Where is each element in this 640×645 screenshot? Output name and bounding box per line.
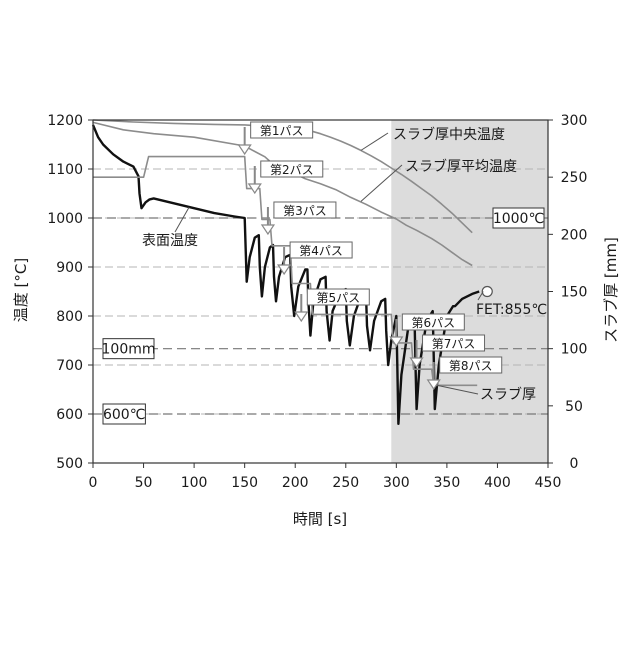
annotation-label: スラブ厚: [480, 386, 536, 403]
y-axis-label-left: 温度 [°C]: [12, 258, 30, 322]
x-tick-label: 300: [383, 475, 410, 491]
y-tick-label: 1200: [47, 113, 83, 129]
x-tick-label: 400: [484, 475, 511, 491]
pass-arrow-head: [239, 145, 251, 154]
y-axis-label-right: スラブ厚 [mm]: [602, 237, 620, 343]
annotation-label: 表面温度: [142, 233, 198, 249]
x-axis-label: 時間 [s]: [293, 510, 347, 528]
y-tick-label: 1000: [47, 211, 83, 227]
pass-arrow-head: [262, 225, 274, 234]
y2-tick-label: 250: [561, 170, 588, 186]
y-tick-label: 500: [56, 456, 83, 472]
y-tick-label: 800: [56, 309, 83, 325]
x-tick-label: 100: [181, 475, 208, 491]
annotation-label: FET:855℃: [476, 302, 547, 318]
pass-label: 第3パス: [283, 204, 327, 218]
x-tick-label: 350: [434, 475, 461, 491]
x-tick-label: 450: [535, 475, 562, 491]
pass-label: 第5パス: [316, 291, 360, 305]
annotation-leader: [361, 133, 388, 150]
y2-tick-label: 50: [565, 399, 583, 415]
annotation-label: スラブ厚中央温度: [393, 126, 505, 143]
y2-tick-label: 150: [561, 285, 588, 301]
x-tick-label: 0: [89, 475, 98, 491]
reference-label: 600℃: [103, 407, 145, 423]
y-tick-label: 600: [56, 407, 83, 423]
y2-tick-label: 200: [561, 227, 588, 243]
y-tick-label: 700: [56, 358, 83, 374]
reference-label: 100mm: [102, 342, 156, 358]
x-tick-label: 150: [231, 475, 258, 491]
pass-label: 第7パス: [432, 337, 476, 351]
pass-label: 第4パス: [299, 244, 343, 258]
pass-label: 第2パス: [270, 163, 314, 177]
pass-label: 第6パス: [411, 316, 455, 330]
x-tick-label: 200: [282, 475, 309, 491]
y2-tick-label: 0: [570, 456, 579, 472]
reference-label: 1000℃: [493, 211, 544, 227]
pass-label: 第1パス: [260, 124, 304, 138]
x-tick-label: 250: [332, 475, 359, 491]
x-tick-label: 50: [135, 475, 153, 491]
annotation-label: スラブ厚平均温度: [405, 158, 517, 175]
y2-tick-label: 300: [561, 113, 588, 129]
fet-marker: [482, 287, 492, 297]
y2-tick-label: 100: [561, 342, 588, 358]
y-tick-label: 1100: [47, 162, 83, 178]
annotation-leader: [175, 207, 189, 232]
pass-label: 第8パス: [449, 359, 493, 373]
y-tick-label: 900: [56, 260, 83, 276]
